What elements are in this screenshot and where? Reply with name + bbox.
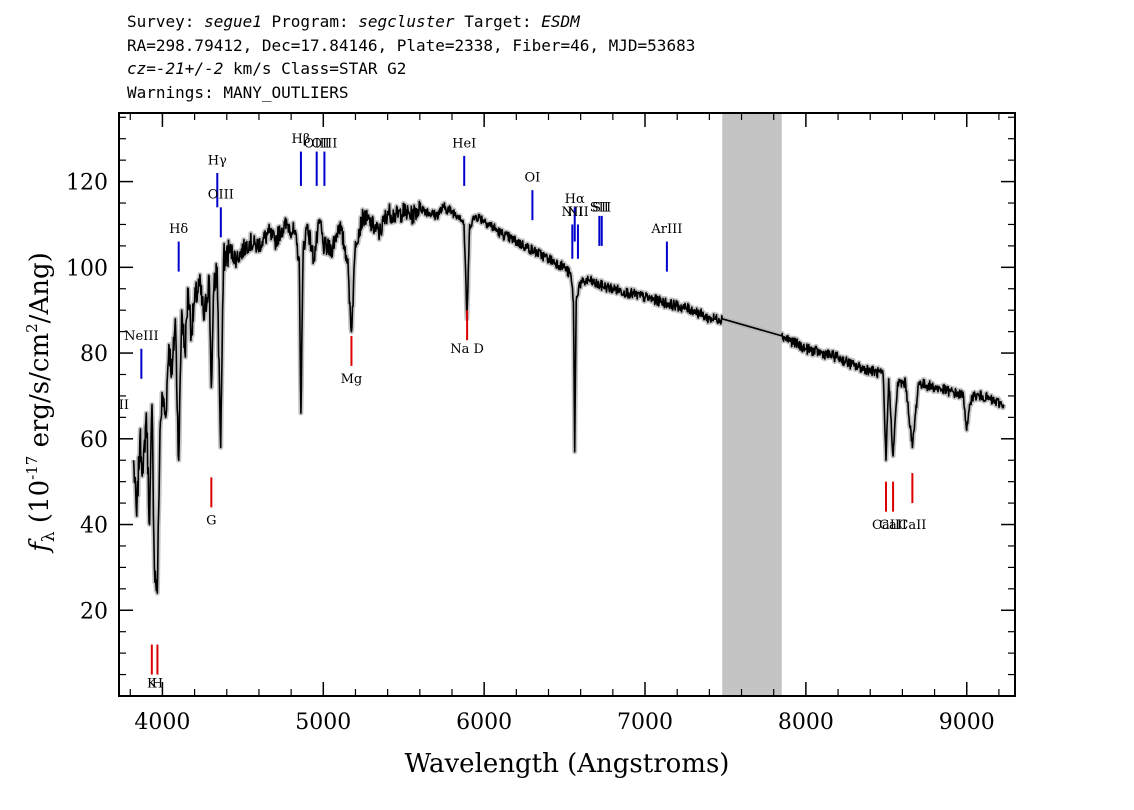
spectrum-line <box>132 200 1005 594</box>
y-tick-label-0: 20 <box>80 599 108 624</box>
program-value: segcluster <box>358 12 455 31</box>
y-tick-label-1: 40 <box>80 514 108 539</box>
emission-line-label-12: NII <box>567 205 589 220</box>
absorption-line-label-7: CaII <box>898 518 926 533</box>
y-tick-label-2: 60 <box>80 428 108 453</box>
cz-label: cz= <box>127 59 156 78</box>
emission-line-label-6: OIII <box>304 136 330 151</box>
cz-class: km/s Class=STAR G2 <box>223 59 407 78</box>
header-line-survey: Survey: segue1 Program: segcluster Targe… <box>127 10 1027 34</box>
absorption-line-label-1: H <box>152 676 163 691</box>
x-tick-label-2: 6000 <box>456 710 512 735</box>
emission-line-label-10: NII <box>561 205 583 220</box>
x-tick-label-5: 9000 <box>939 710 995 735</box>
x-tick-label-3: 7000 <box>617 710 673 735</box>
emission-line-label-2: Hδ <box>169 222 188 237</box>
y-axis-label: fλ (10-17 erg/s/cm2/Ang) <box>23 252 59 554</box>
x-tick-label-1: 5000 <box>295 710 351 735</box>
emission-line-label-8: HeI <box>452 136 476 151</box>
target-label: Target: <box>464 12 532 31</box>
y-tick-label-5: 120 <box>66 171 108 196</box>
emission-line-label-4: OIII <box>208 188 234 203</box>
absorption-line-label-6: CaII <box>879 518 907 533</box>
absorption-line-label-5: CaII <box>872 518 900 533</box>
plot-frame <box>118 112 1016 697</box>
survey-label: Survey: <box>127 12 195 31</box>
survey-value: segue1 <box>204 12 262 31</box>
absorption-line-label-0: K <box>147 676 157 691</box>
error-band <box>131 198 1007 596</box>
absorption-line-label-3: Mg <box>341 372 363 387</box>
emission-line-label-13: SII <box>590 201 609 216</box>
y-tick-label-4: 100 <box>66 256 108 281</box>
plot-header: Survey: segue1 Program: segcluster Targe… <box>127 10 1027 104</box>
absorption-line-label-2: G <box>206 514 216 529</box>
emission-line-label-9: OI <box>525 171 541 186</box>
x-tick-label-0: 4000 <box>134 710 190 735</box>
emission-line-label-15: ArIII <box>650 222 682 237</box>
emission-line-label-11: Hα <box>565 192 585 207</box>
emission-line-label-14: SII <box>592 201 611 216</box>
emission-line-label-1: NeIII <box>124 329 158 344</box>
x-axis-label: Wavelength (Angstroms) <box>405 749 730 779</box>
cz-value: -21+/-2 <box>155 59 224 78</box>
y-tick-label-3: 80 <box>80 342 108 367</box>
x-tick-label-4: 8000 <box>778 710 834 735</box>
target-value: ESDM <box>541 12 580 31</box>
masked-region <box>722 113 782 696</box>
header-line-warnings: Warnings: MANY_OUTLIERS <box>127 82 349 102</box>
emission-line-label-5: Hβ <box>292 132 311 147</box>
header-line-coords: RA=298.79412, Dec=17.84146, Plate=2338, … <box>127 35 696 55</box>
header-line-redshift: cz=-21+/-2 km/s Class=STAR G2 <box>127 57 1027 81</box>
absorption-line-label-4: Na D <box>450 342 484 357</box>
emission-line-label-7: OIII <box>311 136 337 151</box>
emission-line-label-0: OII <box>108 398 129 413</box>
emission-line-label-3: Hγ <box>208 153 227 168</box>
program-label: Program: <box>271 12 349 31</box>
